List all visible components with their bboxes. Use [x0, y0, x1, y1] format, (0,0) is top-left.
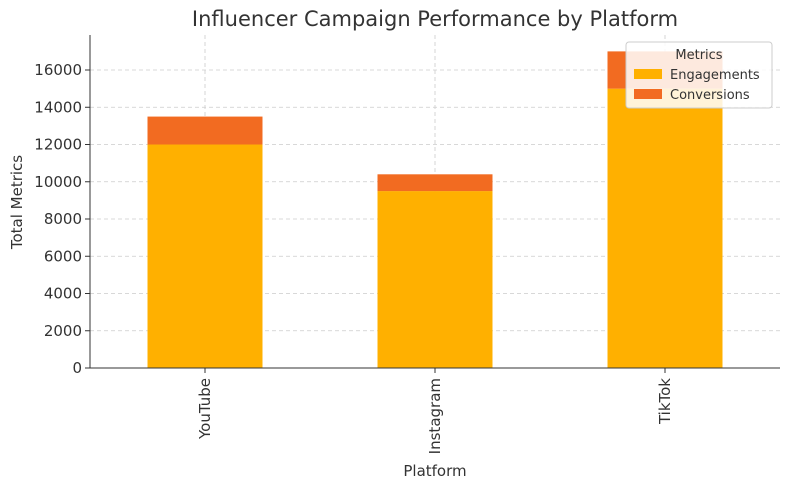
- y-tick-label: 0: [72, 359, 82, 377]
- y-tick-label: 10000: [34, 173, 82, 191]
- bar-segment: [377, 191, 493, 368]
- x-tick-label: YouTube: [196, 378, 214, 440]
- bar-segment: [377, 174, 493, 192]
- y-tick-label: 8000: [44, 210, 82, 228]
- legend-box: [625, 41, 773, 109]
- x-tick-label: TikTok: [656, 378, 674, 425]
- legend-swatch: [634, 89, 662, 99]
- y-axis-label: Total Metrics: [8, 155, 26, 250]
- y-tick-label: 14000: [34, 98, 82, 116]
- x-axis-label: Platform: [403, 462, 466, 480]
- legend-swatch: [634, 69, 662, 79]
- legend-label: Engagements: [670, 68, 760, 83]
- y-tick-label: 6000: [44, 247, 82, 265]
- legend: Metrics Engagements Conversions: [625, 41, 773, 109]
- bar-segment: [147, 116, 263, 145]
- y-tick-label: 16000: [34, 61, 82, 79]
- legend-title: Metrics: [675, 48, 722, 63]
- chart-title: Influencer Campaign Performance by Platf…: [192, 7, 678, 31]
- y-tick-label: 2000: [44, 322, 82, 340]
- y-tick-label: 12000: [34, 136, 82, 154]
- bar-segment: [607, 88, 723, 369]
- bar-segment: [147, 144, 263, 368]
- y-tick-label: 4000: [44, 285, 82, 303]
- legend-label: Conversions: [670, 88, 750, 103]
- x-tick-label: Instagram: [426, 378, 444, 454]
